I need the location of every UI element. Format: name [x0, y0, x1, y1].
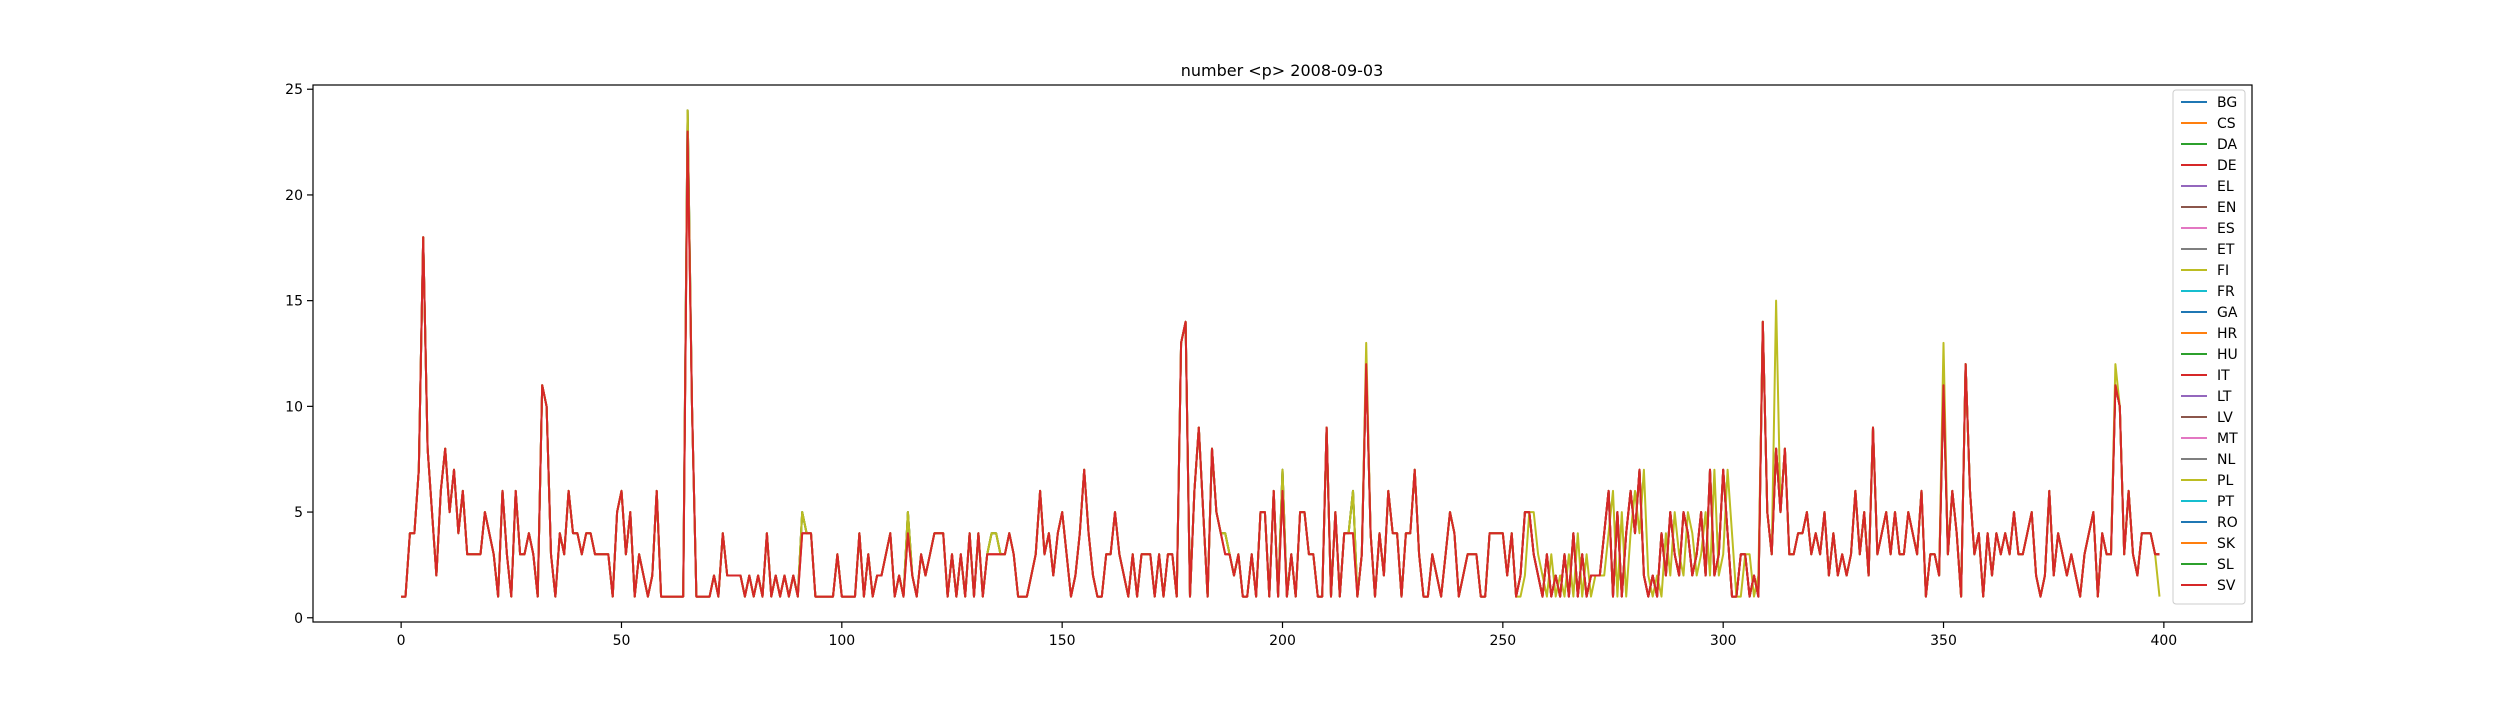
legend-label: LT — [2217, 389, 2232, 405]
y-tick-label: 5 — [294, 505, 303, 521]
x-tick-label: 150 — [1049, 633, 1076, 649]
legend-label: DE — [2217, 158, 2237, 174]
x-tick-label: 350 — [1930, 633, 1957, 649]
legend-label: BG — [2217, 95, 2237, 111]
series-line-sv — [401, 130, 2160, 598]
x-tick-label: 250 — [1489, 633, 1516, 649]
legend-label: HU — [2217, 347, 2238, 363]
plot-border — [312, 84, 2253, 623]
legend-label: ES — [2217, 221, 2235, 237]
legend-label: FI — [2217, 263, 2229, 279]
y-tick-label: 15 — [285, 294, 303, 310]
y-tick-label: 20 — [285, 188, 303, 204]
legend-label: PT — [2217, 494, 2234, 510]
legend-label: NL — [2217, 452, 2235, 468]
x-tick-label: 0 — [397, 633, 406, 649]
x-tick-label: 400 — [2150, 633, 2177, 649]
legend-label: EN — [2217, 200, 2236, 216]
legend-label: RO — [2217, 515, 2238, 531]
legend-label: SV — [2217, 578, 2236, 594]
x-tick-label: 200 — [1269, 633, 1296, 649]
legend-label: SL — [2217, 557, 2234, 573]
legend-label: ET — [2217, 242, 2235, 258]
y-tick-label: 0 — [294, 611, 303, 627]
legend-label: FR — [2217, 284, 2235, 300]
plot-frame — [312, 84, 2253, 623]
x-tick-label: 50 — [613, 633, 631, 649]
legend-label: PL — [2217, 473, 2233, 489]
y-tick-label: 25 — [285, 82, 303, 98]
y-tick-label: 10 — [285, 399, 303, 415]
chart-title: number <p> 2008-09-03 — [1181, 61, 1384, 80]
legend-label: GA — [2217, 305, 2238, 321]
axes: 0 50 100 150 200 250 300 350 400 0 5 10 15 20 25 — [285, 82, 2177, 649]
legend-box — [2172, 89, 2246, 605]
legend-label: HR — [2217, 326, 2238, 342]
series-lines — [401, 109, 2161, 598]
legend-label: CS — [2217, 116, 2236, 132]
legend-label: LV — [2217, 410, 2233, 426]
legend: BG CS DA DE EL EN ES ET FI FR GA HR HU IT LT LV MT NL PL PT… — [2172, 89, 2246, 605]
legend-label: MT — [2217, 431, 2238, 447]
legend-label: SK — [2217, 536, 2236, 552]
x-tick-label: 300 — [1710, 633, 1737, 649]
x-tick-label: 100 — [828, 633, 855, 649]
legend-label: EL — [2217, 179, 2234, 195]
legend-label: DA — [2217, 137, 2238, 153]
legend-label: IT — [2217, 368, 2230, 384]
